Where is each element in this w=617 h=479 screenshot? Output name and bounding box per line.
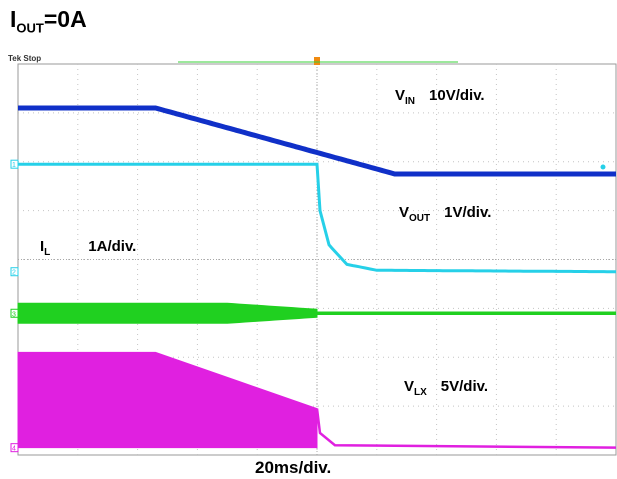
vin-annotation: VIN 10V/div.: [395, 87, 485, 107]
vout-offscreen-dot: [600, 164, 606, 170]
channel-marker-label: 4: [12, 446, 16, 453]
vlx-switching-fill: [17, 351, 318, 449]
vout-trace: [18, 162, 616, 274]
scope-traces: [17, 105, 617, 449]
channel-marker-label: 1: [12, 162, 16, 169]
vlx-annotation: VLX 5V/div.: [404, 378, 489, 398]
channel-marker-box: [10, 308, 19, 318]
vout-annotation: VOUT 1V/div.: [399, 204, 492, 224]
il-switching-band: [17, 302, 318, 324]
channel-marker-label: 2: [12, 270, 16, 277]
channel-marker-box: [10, 443, 19, 453]
il-annotation: IL 1A/div.: [40, 238, 137, 258]
x-axis-label: 20ms/div.: [255, 458, 332, 477]
trigger-marker: [314, 57, 320, 65]
vlx-trace: [315, 408, 617, 449]
channel-markers: 1 2 3 4: [10, 159, 19, 453]
scope-status: Tek Stop: [8, 54, 42, 63]
page-title: IOUT=0A: [10, 6, 87, 36]
channel-marker-label: 3: [12, 311, 16, 318]
channel-marker-box: [10, 159, 19, 169]
vin-trace: [18, 105, 616, 177]
channel-marker-box: [10, 267, 19, 277]
